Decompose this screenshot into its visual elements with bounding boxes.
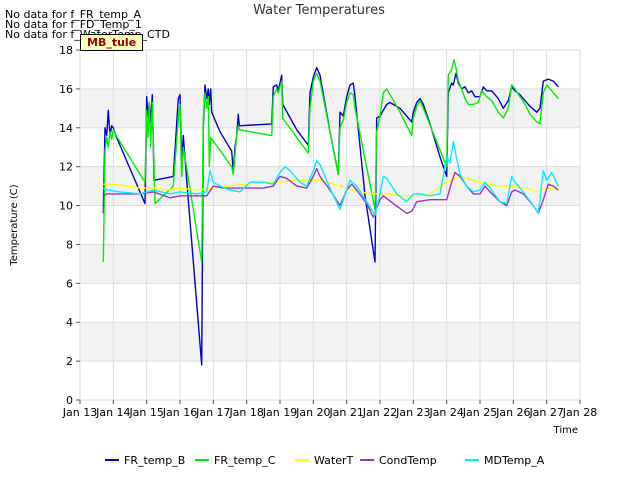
background-band	[80, 322, 580, 362]
x-tick-label: Jan 24	[428, 406, 463, 419]
x-tick-label: Jan 17	[195, 406, 230, 419]
y-tick-label: 8	[66, 238, 73, 251]
x-tick-label: Jan 13	[62, 406, 97, 419]
x-tick-label: Jan 26	[495, 406, 530, 419]
series-line-condtemp	[102, 167, 559, 218]
series-line-fr-temp-c	[102, 59, 559, 263]
site-tag: MB_tule	[80, 34, 144, 51]
series-line-watert	[103, 175, 559, 197]
y-tick-label: 12	[59, 161, 73, 174]
x-tick-label: Jan 15	[128, 406, 163, 419]
x-tick-label: Jan 28	[562, 406, 597, 419]
no-data-message: No data for f_FR_temp_A	[5, 8, 141, 21]
x-tick-label: Jan 27	[528, 406, 563, 419]
legend-label: CondTemp	[379, 454, 437, 467]
series-line-mdtemp-a	[102, 140, 559, 216]
legend-label: FR_temp_C	[214, 454, 276, 467]
y-tick-label: 18	[59, 44, 73, 57]
legend-label: WaterT	[314, 454, 354, 467]
x-tick-label: Jan 21	[328, 406, 363, 419]
x-tick-label: Jan 25	[462, 406, 497, 419]
y-tick-label: 0	[66, 394, 73, 407]
y-tick-label: 2	[66, 355, 73, 368]
x-tick-label: Jan 14	[95, 406, 130, 419]
no-data-message: No data for f_FD_Temp_1	[5, 18, 142, 31]
x-tick-label: Jan 16	[162, 406, 197, 419]
legend: FR_temp_B FR_temp_C WaterT CondTemp MDTemp_A	[105, 454, 545, 467]
background-band	[80, 244, 580, 284]
x-tick-label: Jan 23	[395, 406, 430, 419]
x-tick-label: Jan 20	[295, 406, 330, 419]
y-tick-label: 10	[59, 200, 73, 213]
y-axis-label: Temperature (C)	[9, 184, 20, 266]
background-band	[80, 88, 580, 128]
y-tick-label: 4	[66, 316, 73, 329]
x-tick-label: Jan 19	[262, 406, 297, 419]
x-tick-label: Jan 18	[228, 406, 263, 419]
y-tick-label: 14	[59, 122, 73, 135]
x-tick-label: Jan 22	[362, 406, 397, 419]
chart-title: Water Temperatures	[253, 3, 385, 18]
y-tick-label: 6	[66, 277, 73, 290]
legend-label: FR_temp_B	[124, 454, 185, 467]
legend-label: MDTemp_A	[484, 454, 545, 467]
y-tick-label: 16	[59, 83, 73, 96]
x-axis-label: Time	[553, 425, 578, 436]
